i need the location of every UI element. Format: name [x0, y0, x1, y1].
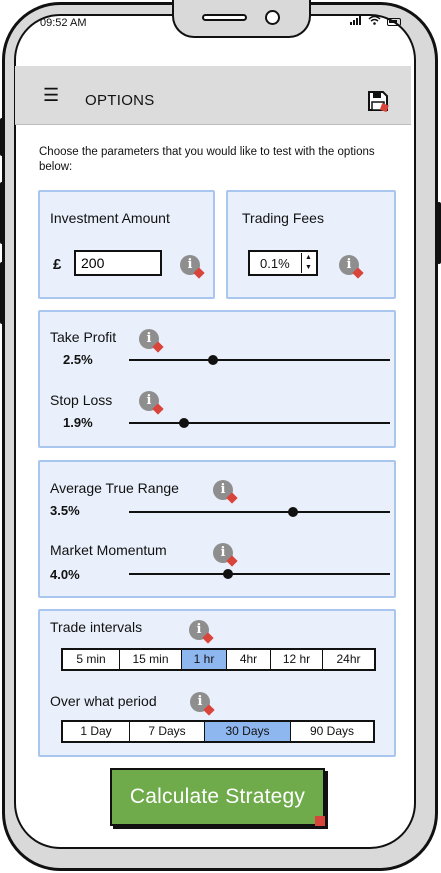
side-button-left-2 [0, 182, 4, 244]
side-button-left-1 [0, 118, 4, 156]
atr-slider[interactable] [129, 507, 390, 517]
intervals-label: Trade intervals [50, 619, 143, 635]
decrement-icon[interactable]: ▼ [305, 264, 312, 271]
status-time: 09:52 AM [40, 17, 87, 29]
fees-stepper-buttons[interactable]: ▲ ▼ [301, 253, 315, 273]
camera-icon [265, 10, 280, 25]
fees-info-icon[interactable]: i [339, 255, 359, 275]
fees-label: Trading Fees [242, 210, 324, 226]
calculate-strategy-button[interactable]: Calculate Strategy [110, 768, 325, 826]
interval-option[interactable]: 15 min [120, 650, 182, 669]
investment-info-icon[interactable]: i [180, 255, 200, 275]
period-option[interactable]: 7 Days [130, 722, 205, 741]
momentum-value: 4.0% [50, 567, 80, 582]
signal-icon [350, 15, 362, 28]
save-icon[interactable] [367, 90, 389, 113]
battery-icon [387, 17, 401, 26]
period-label: Over what period [50, 693, 157, 709]
intro-text: Choose the parameters that you would lik… [39, 146, 375, 173]
page-title: OPTIONS [85, 92, 155, 109]
momentum-label: Market Momentum [50, 542, 167, 558]
investment-panel: Investment Amount £ i [38, 190, 215, 299]
momentum-slider-thumb[interactable] [223, 569, 234, 579]
period-info-icon[interactable]: i [190, 692, 210, 712]
atr-slider-thumb[interactable] [288, 507, 299, 517]
indicators-panel: Average True Range i 3.5% Market Momentu… [38, 460, 396, 598]
timing-panel: Trade intervals i 5 min 15 min 1 hr 4hr … [38, 609, 396, 757]
period-segmented-control: 1 Day 7 Days 30 Days 90 Days [61, 720, 375, 743]
period-option[interactable]: 90 Days [309, 724, 355, 738]
interval-option[interactable]: 24hr [336, 652, 361, 666]
momentum-info-icon[interactable]: i [213, 543, 233, 563]
stop-loss-slider-thumb[interactable] [178, 418, 189, 428]
atr-label: Average True Range [50, 480, 179, 496]
interval-option[interactable]: 5 min [63, 650, 120, 669]
stop-loss-info-icon[interactable]: i [139, 391, 159, 411]
interval-option[interactable]: 12 hr [271, 650, 323, 669]
risk-panel: Take Profit i 2.5% Stop Loss i 1.9% [38, 310, 396, 448]
fees-panel: Trading Fees 0.1% ▲ ▼ i [226, 190, 396, 299]
take-profit-slider[interactable] [129, 355, 390, 365]
stop-loss-slider[interactable] [129, 418, 390, 428]
intervals-info-icon[interactable]: i [189, 620, 209, 640]
fees-value: 0.1% [260, 256, 290, 271]
phone-notch [172, 0, 311, 38]
momentum-slider[interactable] [129, 569, 390, 579]
stop-loss-label: Stop Loss [50, 392, 113, 408]
side-button-right [437, 202, 441, 264]
investment-label: Investment Amount [50, 210, 170, 226]
side-button-left-3 [0, 262, 4, 324]
investment-input[interactable] [74, 250, 162, 276]
wifi-icon [368, 15, 381, 28]
increment-icon[interactable]: ▲ [305, 254, 312, 261]
status-icons [350, 15, 401, 28]
interval-option[interactable]: 4hr [227, 650, 271, 669]
take-profit-info-icon[interactable]: i [139, 329, 159, 349]
interval-option[interactable]: 1 hr [182, 650, 227, 669]
take-profit-value: 2.5% [63, 352, 93, 367]
app-header: ☰ OPTIONS [15, 66, 411, 125]
fees-stepper[interactable]: 0.1% ▲ ▼ [248, 250, 318, 276]
atr-value: 3.5% [50, 503, 80, 518]
take-profit-slider-thumb[interactable] [207, 355, 218, 365]
period-option[interactable]: 1 Day [63, 722, 130, 741]
period-option[interactable]: 30 Days [205, 722, 291, 741]
hamburger-icon[interactable]: ☰ [43, 85, 60, 105]
atr-info-icon[interactable]: i [213, 480, 233, 500]
take-profit-label: Take Profit [50, 329, 117, 345]
speaker-slot [202, 14, 247, 21]
stop-loss-value: 1.9% [63, 415, 93, 430]
currency-symbol: £ [53, 256, 62, 273]
intervals-segmented-control: 5 min 15 min 1 hr 4hr 12 hr 24hr [61, 648, 376, 671]
